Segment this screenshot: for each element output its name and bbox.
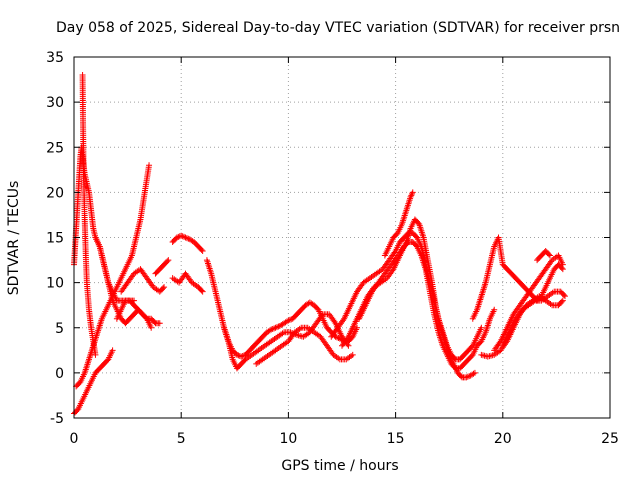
data-point <box>175 233 182 240</box>
data-point <box>156 320 163 327</box>
data-point <box>142 314 149 321</box>
data-point <box>285 317 292 324</box>
chart-title: Day 058 of 2025, Sidereal Day-to-day VTE… <box>56 20 620 36</box>
y-tick-label: 25 <box>46 140 64 156</box>
y-tick-label: 0 <box>55 366 64 382</box>
data-points <box>71 72 568 417</box>
x-tick-label: 5 <box>177 431 186 447</box>
data-point <box>198 287 205 294</box>
data-point <box>464 373 471 380</box>
data-point <box>181 233 188 240</box>
data-point <box>271 325 278 332</box>
x-tick-label: 15 <box>387 431 405 447</box>
data-point <box>451 364 458 371</box>
x-axis-label: GPS time / hours <box>281 458 398 474</box>
data-point <box>183 235 190 242</box>
data-point <box>409 189 416 196</box>
y-tick-label: 10 <box>46 276 64 292</box>
data-point <box>165 257 172 264</box>
data-point <box>179 233 186 240</box>
data-point <box>161 284 168 291</box>
data-point <box>199 288 206 295</box>
data-point <box>92 351 99 358</box>
data-point <box>178 232 185 239</box>
y-tick-label: -5 <box>50 411 64 427</box>
y-tick-label: 35 <box>46 50 64 66</box>
data-point <box>151 319 158 326</box>
data-point <box>182 234 189 241</box>
data-point <box>164 258 171 265</box>
data-point <box>198 246 205 253</box>
y-axis-ticks: -5 0 5 10 15 20 25 30 35 <box>46 50 610 427</box>
data-point <box>349 351 356 358</box>
data-point <box>559 297 566 304</box>
x-tick-label: 20 <box>494 431 512 447</box>
data-point <box>109 347 116 354</box>
data-point <box>286 316 293 323</box>
data-point <box>159 285 166 292</box>
x-tick-label: 25 <box>601 431 619 447</box>
data-point <box>545 251 552 258</box>
y-tick-label: 30 <box>46 95 64 111</box>
data-point <box>560 292 567 299</box>
data-point <box>268 326 275 333</box>
data-point <box>491 306 498 313</box>
data-point <box>273 324 280 331</box>
data-point <box>239 353 246 360</box>
data-point <box>457 373 464 380</box>
data-point <box>272 324 279 331</box>
data-point <box>470 370 477 377</box>
data-point <box>546 252 553 259</box>
data-point <box>561 293 568 300</box>
data-point <box>146 162 153 169</box>
data-point <box>558 264 565 271</box>
data-point <box>463 374 470 381</box>
x-axis-ticks: 0 5 10 15 20 25 <box>70 57 619 447</box>
y-tick-label: 20 <box>46 185 64 201</box>
x-tick-label: 10 <box>279 431 297 447</box>
data-point <box>404 240 411 247</box>
y-tick-label: 5 <box>55 321 64 337</box>
y-tick-label: 15 <box>46 231 64 247</box>
data-point <box>233 351 240 358</box>
data-point <box>269 325 276 332</box>
data-point <box>148 324 155 331</box>
y-axis-label: SDTVAR / TECUs <box>6 181 22 296</box>
data-point <box>558 298 565 305</box>
data-point <box>478 324 485 331</box>
data-point <box>471 369 478 376</box>
data-point <box>235 352 242 359</box>
data-point <box>333 334 340 341</box>
x-tick-label: 0 <box>70 431 79 447</box>
data-point <box>238 353 245 360</box>
data-point <box>199 248 206 255</box>
data-point <box>173 234 180 241</box>
data-point <box>354 324 361 331</box>
data-point <box>559 261 566 268</box>
data-point <box>345 342 352 349</box>
